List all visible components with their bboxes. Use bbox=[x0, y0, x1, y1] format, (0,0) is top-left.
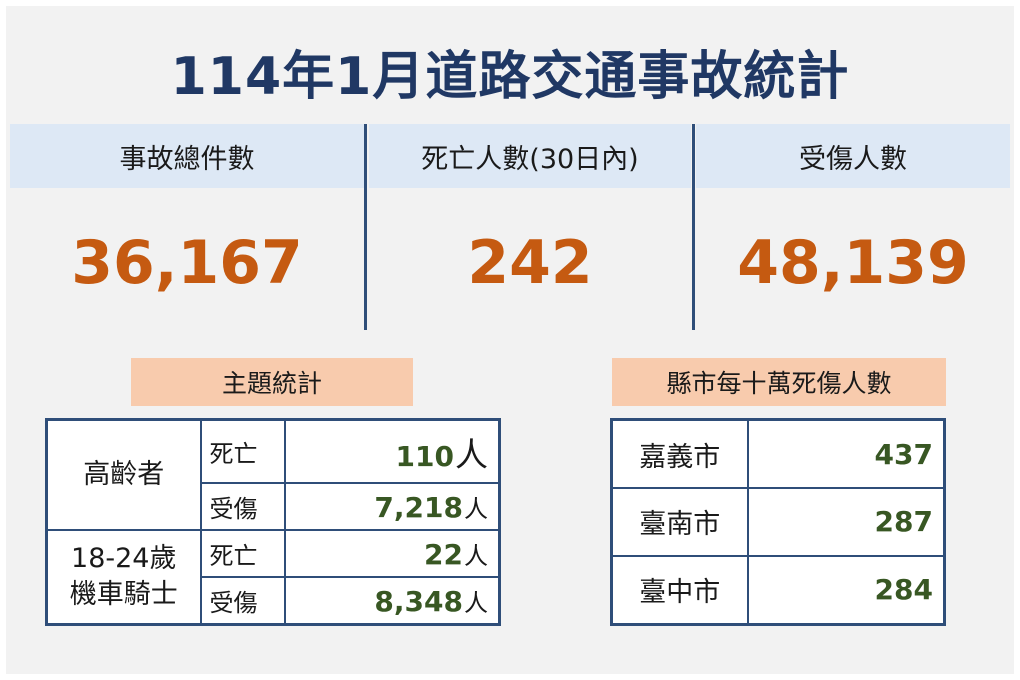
stat-label-injuries: 受傷人數 bbox=[696, 124, 1010, 188]
value-number: 110 bbox=[395, 439, 454, 473]
city-value: 287 bbox=[746, 487, 946, 557]
stat-value-injuries: 48,139 bbox=[737, 228, 969, 298]
value-unit: 人 bbox=[464, 589, 488, 617]
table-row: 受傷 7,218人 bbox=[47, 482, 501, 532]
row-kind: 受傷 bbox=[199, 482, 286, 532]
column-divider bbox=[364, 124, 367, 330]
column-divider bbox=[692, 124, 695, 330]
row-kind: 受傷 bbox=[199, 576, 286, 626]
stat-label-deaths: 死亡人數(30日內) bbox=[369, 124, 691, 188]
row-kind: 死亡 bbox=[199, 418, 286, 485]
city-name: 臺南市 bbox=[610, 487, 749, 557]
topic-stats-table: 高齡者 死亡 110人 受傷 7,218人 18-24歲 機車騎士 死亡 22人… bbox=[45, 418, 501, 626]
value-unit: 人 bbox=[464, 495, 488, 524]
group-name-line1: 18-24歲 bbox=[71, 543, 177, 575]
table-row: 臺中市 284 bbox=[610, 554, 946, 626]
stat-value-deaths: 242 bbox=[467, 228, 593, 298]
row-value: 8,348人 bbox=[283, 576, 501, 626]
table-row: 臺南市 287 bbox=[610, 487, 946, 557]
row-value: 22人 bbox=[283, 529, 501, 579]
city-value: 284 bbox=[746, 554, 946, 626]
group-young-riders: 18-24歲 機車騎士 bbox=[45, 529, 202, 626]
group-elderly: 高齡者 bbox=[45, 418, 202, 532]
row-value: 7,218人 bbox=[283, 482, 501, 532]
table-row: 高齡者 死亡 110人 bbox=[45, 418, 501, 532]
table-row: 18-24歲 機車騎士 死亡 22人 bbox=[45, 529, 501, 626]
city-rate-table: 嘉義市 437 臺南市 287 臺中市 284 bbox=[610, 418, 946, 626]
value-number: 8,348 bbox=[374, 585, 463, 618]
group-name-line2: 機車騎士 bbox=[69, 579, 178, 611]
value-number: 7,218 bbox=[374, 491, 463, 525]
value-unit: 人 bbox=[455, 434, 488, 474]
value-number: 22 bbox=[424, 538, 463, 572]
table-row: 嘉義市 437 bbox=[610, 418, 946, 490]
group-name: 高齡者 bbox=[83, 459, 165, 491]
page-title: 114年1月道路交通事故統計 bbox=[170, 47, 850, 107]
city-name: 嘉義市 bbox=[610, 418, 749, 490]
row-value: 110人 bbox=[283, 418, 501, 485]
table-row: 受傷 8,348人 bbox=[47, 576, 501, 626]
infographic-panel: 114年1月道路交通事故統計 事故總件數 死亡人數(30日內) 受傷人數 36,… bbox=[6, 6, 1014, 674]
city-value: 437 bbox=[746, 418, 946, 490]
value-unit: 人 bbox=[464, 542, 488, 571]
row-kind: 死亡 bbox=[199, 529, 286, 579]
stat-label-total-accidents: 事故總件數 bbox=[10, 124, 364, 188]
topic-section-heading: 主題統計 bbox=[131, 358, 413, 406]
cities-section-heading: 縣市每十萬死傷人數 bbox=[612, 358, 946, 406]
city-name: 臺中市 bbox=[610, 554, 749, 626]
stat-value-total-accidents: 36,167 bbox=[71, 228, 303, 298]
